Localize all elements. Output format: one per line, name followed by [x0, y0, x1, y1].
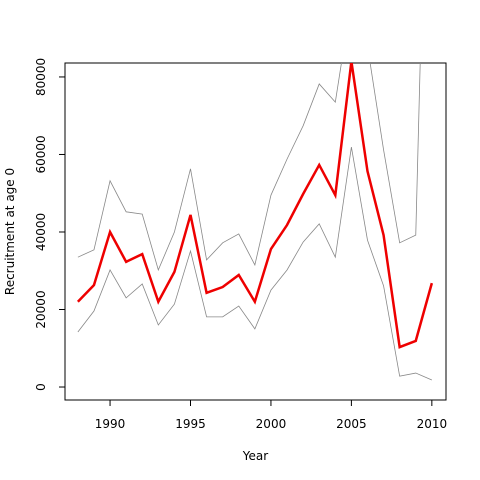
- y-axis-title: Recruitment at age 0: [3, 168, 17, 295]
- series-line: [77, 147, 433, 381]
- x-tick-label: 2000: [256, 417, 287, 431]
- x-axis-title: Year: [242, 449, 268, 463]
- series-line: [76, 63, 434, 349]
- plot-area: [76, 63, 434, 381]
- series-line: [77, 63, 421, 272]
- x-tick-label: 2005: [336, 417, 367, 431]
- y-tick-label: 80000: [34, 58, 48, 96]
- y-tick-label: 40000: [34, 213, 48, 251]
- x-tick-label: 2010: [417, 417, 448, 431]
- x-tick-label: 1995: [175, 417, 206, 431]
- x-tick-label: 1990: [95, 417, 126, 431]
- y-tick-label: 60000: [34, 135, 48, 173]
- y-tick-label: 0: [34, 383, 48, 391]
- y-tick-label: 20000: [34, 290, 48, 328]
- plot-frame: [64, 62, 447, 401]
